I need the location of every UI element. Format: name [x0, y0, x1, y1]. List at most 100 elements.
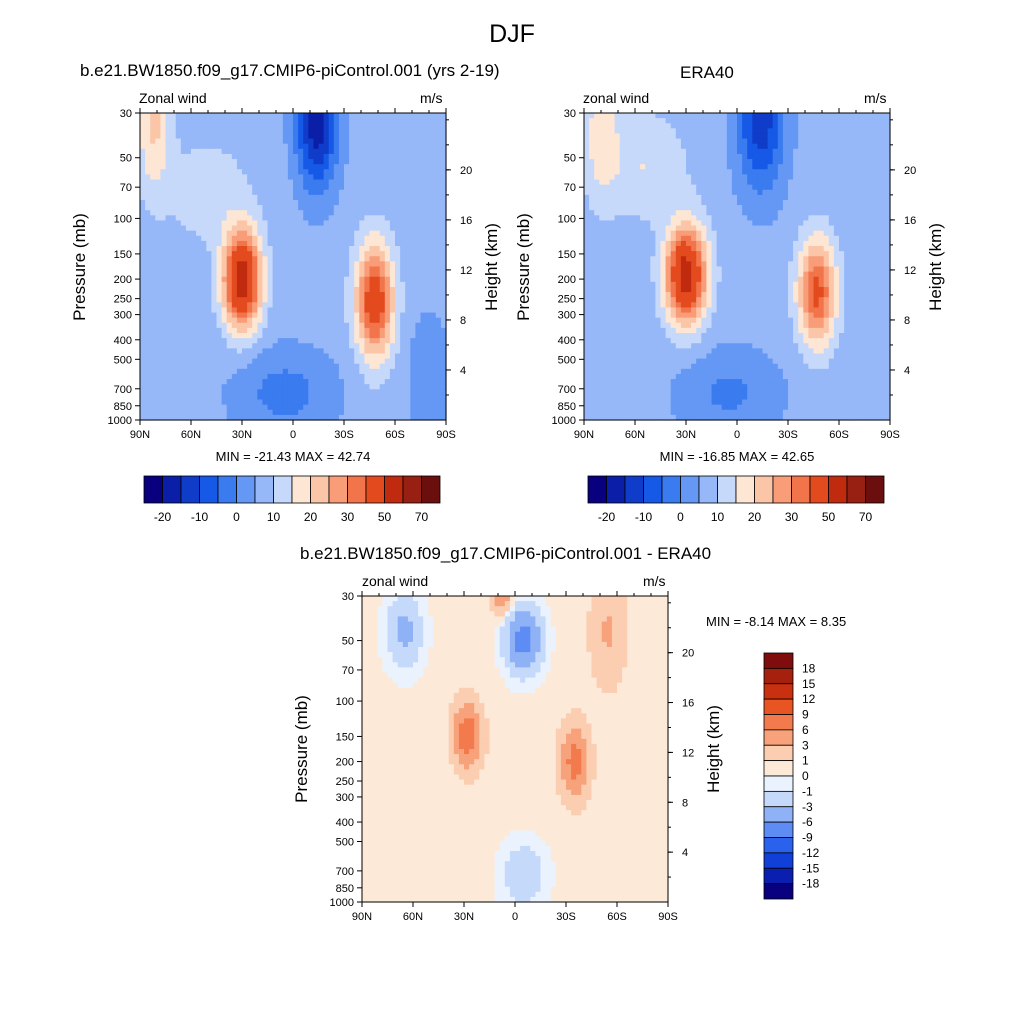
contour-cell	[716, 194, 723, 201]
contour-cell	[849, 169, 855, 175]
contour-cell	[180, 169, 187, 175]
contour-cell	[272, 394, 279, 401]
contour-cell	[267, 251, 274, 257]
contour-cell	[400, 230, 406, 237]
contour-cell	[788, 174, 794, 181]
contour-cell	[410, 235, 416, 242]
contour-cell	[430, 389, 437, 396]
contour-cell	[435, 215, 442, 222]
contour-cell	[430, 251, 437, 257]
contour-cell	[818, 128, 825, 135]
contour-cell	[231, 414, 238, 421]
contour-cell	[277, 266, 284, 273]
contour-cell	[180, 138, 187, 145]
contour-cell	[415, 333, 422, 339]
contour-cell	[277, 333, 284, 339]
contour-cell	[308, 266, 314, 273]
contour-cell	[333, 409, 340, 416]
contour-cell	[435, 148, 442, 155]
contour-cell	[782, 164, 789, 170]
contour-cell	[782, 215, 789, 222]
contour-cell	[405, 394, 411, 401]
contour-cell	[384, 348, 391, 355]
contour-cell	[757, 179, 764, 186]
contour-cell	[323, 138, 330, 145]
contour-cell	[185, 358, 192, 365]
contour-cell	[231, 379, 238, 385]
contour-cell	[303, 307, 309, 314]
contour-cell	[782, 199, 789, 206]
contour-cell	[344, 327, 350, 334]
contour-cell	[742, 215, 748, 222]
contour-cell	[359, 322, 365, 329]
contour-cell	[338, 143, 345, 150]
contour-cell	[364, 358, 371, 365]
contour-cell	[624, 194, 631, 201]
contour-cell	[369, 164, 376, 170]
contour-cell	[201, 363, 207, 370]
contour-cell	[629, 199, 636, 206]
contour-cell	[349, 210, 355, 216]
contour-cell	[384, 384, 391, 390]
contour-cell	[415, 169, 422, 175]
contour-cell	[624, 169, 631, 175]
contour-cell	[191, 133, 197, 140]
contour-cell	[670, 210, 677, 216]
contour-cell	[160, 333, 167, 339]
contour-cell	[313, 286, 320, 293]
colorbar-box	[199, 475, 219, 504]
contour-cell	[747, 215, 753, 222]
contour-cell	[405, 302, 411, 309]
contour-cell	[584, 169, 590, 175]
contour-cell	[435, 286, 442, 293]
contour-cell	[140, 169, 146, 175]
contour-cell	[435, 292, 442, 298]
contour-cell	[420, 194, 427, 201]
contour-cell	[140, 230, 146, 237]
contour-cell	[262, 394, 269, 401]
contour-cell	[640, 133, 646, 140]
contour-cell	[318, 271, 325, 278]
contour-cell	[395, 327, 401, 334]
contour-cell	[267, 292, 274, 298]
contour-cell	[257, 333, 263, 339]
contour-cell	[629, 194, 636, 201]
contour-cell	[226, 353, 233, 360]
contour-cell	[349, 373, 355, 380]
contour-cell	[165, 384, 172, 390]
model-colorbar: -20 -10 0 10 20 30 50 70	[143, 475, 441, 524]
contour-cell	[298, 148, 304, 155]
contour-cell	[696, 159, 702, 165]
contour-cell	[384, 312, 391, 319]
colorbar-label: 10	[267, 510, 281, 524]
contour-cell	[206, 373, 212, 380]
contour-cell	[828, 199, 835, 206]
contour-cell	[231, 322, 238, 329]
contour-cell	[180, 143, 187, 150]
contour-cell	[303, 113, 309, 119]
contour-cell	[338, 123, 345, 129]
contour-cell	[405, 230, 411, 237]
contour-cell	[609, 184, 616, 191]
contour-cell	[405, 251, 411, 257]
contour-cell	[430, 143, 437, 150]
contour-cell	[282, 297, 289, 303]
contour-cell	[338, 348, 345, 355]
contour-cell	[226, 189, 233, 196]
contour-cell	[369, 322, 376, 329]
contour-cell	[155, 348, 161, 355]
contour-cell	[160, 153, 167, 160]
contour-cell	[318, 189, 325, 196]
contour-cell	[374, 271, 381, 278]
contour-cell	[599, 210, 605, 216]
contour-cell	[206, 230, 212, 237]
contour-cell	[262, 261, 269, 268]
contour-cell	[854, 215, 860, 222]
contour-cell	[140, 220, 146, 227]
contour-cell	[293, 348, 299, 355]
contour-cell	[670, 128, 677, 135]
contour-cell	[400, 235, 406, 242]
contour-cell	[701, 169, 707, 175]
contour-cell	[298, 302, 304, 309]
contour-cell	[726, 179, 733, 186]
